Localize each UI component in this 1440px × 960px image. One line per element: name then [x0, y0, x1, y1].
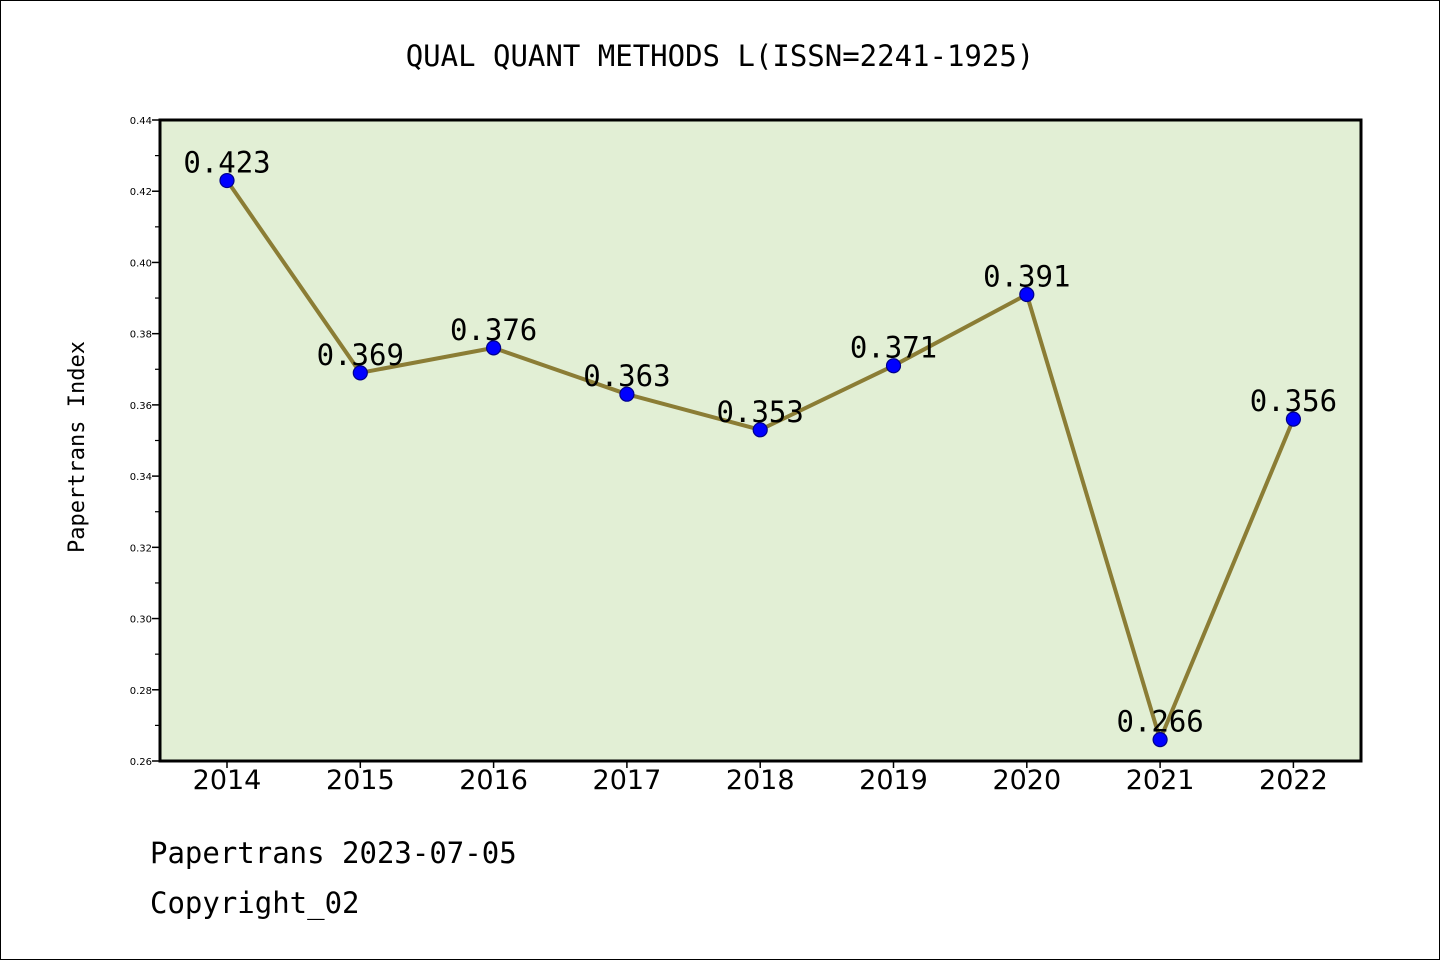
- x-tick-label: 2015: [326, 765, 395, 796]
- x-tick-label: 2022: [1259, 765, 1328, 796]
- data-label: 0.369: [317, 338, 404, 372]
- data-point: [1019, 286, 1035, 303]
- y-tick-label: 0.32: [130, 543, 152, 554]
- data-label: 0.266: [1116, 705, 1203, 739]
- x-axis-ticks: 2014 2015 2016 2017 2018 2019 2020 2021 2022: [193, 761, 1328, 796]
- footer-date: Papertrans 2023-07-05: [150, 836, 517, 870]
- y-tick-label: 0.36: [130, 401, 152, 412]
- x-tick-label: 2016: [459, 765, 528, 796]
- data-point: [752, 422, 768, 438]
- data-label-layer: 0.423 0.369 0.376 0.363 0.353 0.371 0.391 0.266…: [183, 146, 1337, 739]
- y-tick-label: 0.38: [130, 330, 152, 341]
- data-label: 0.356: [1250, 384, 1337, 418]
- y-tick-label: 0.26: [130, 757, 152, 768]
- data-label: 0.363: [583, 359, 670, 393]
- y-tick-label: 0.44: [130, 116, 152, 127]
- data-label: 0.353: [717, 395, 804, 429]
- x-tick-label: 2014: [193, 765, 262, 796]
- data-label: 0.391: [983, 259, 1070, 293]
- data-label: 0.371: [850, 331, 937, 365]
- x-tick-label: 2019: [859, 765, 928, 796]
- data-point: [352, 365, 368, 381]
- x-tick-label: 2018: [726, 765, 795, 796]
- data-point: [219, 172, 235, 189]
- y-tick-label: 0.40: [130, 258, 152, 269]
- chart-title: QUAL QUANT METHODS L(ISSN=2241-1925): [406, 39, 1035, 73]
- data-point: [486, 340, 502, 356]
- y-axis-ticks: 0.26 0.28 0.30 0.32 0.34 0.36 0.38 0.40 0.42 0.44: [130, 116, 159, 768]
- y-tick-label: 0.34: [130, 472, 152, 483]
- x-tick-label: 2021: [1126, 765, 1195, 796]
- x-tick-label: 2017: [593, 765, 662, 796]
- footer-copyright: Copyright_02: [150, 886, 360, 920]
- data-point: [1285, 411, 1302, 427]
- y-axis-label: Papertrans Index: [65, 341, 90, 553]
- data-point: [885, 358, 902, 374]
- y-tick-label: 0.42: [130, 187, 152, 198]
- plot-area: [158, 118, 1363, 763]
- y-tick-label: 0.30: [130, 615, 152, 626]
- y-tick-label: 0.28: [130, 686, 152, 697]
- data-point: [619, 386, 635, 402]
- data-point: [1152, 732, 1168, 748]
- marker-layer: [219, 172, 1302, 748]
- x-tick-label: 2020: [992, 765, 1061, 796]
- data-label: 0.376: [450, 313, 537, 347]
- data-label: 0.423: [183, 146, 270, 180]
